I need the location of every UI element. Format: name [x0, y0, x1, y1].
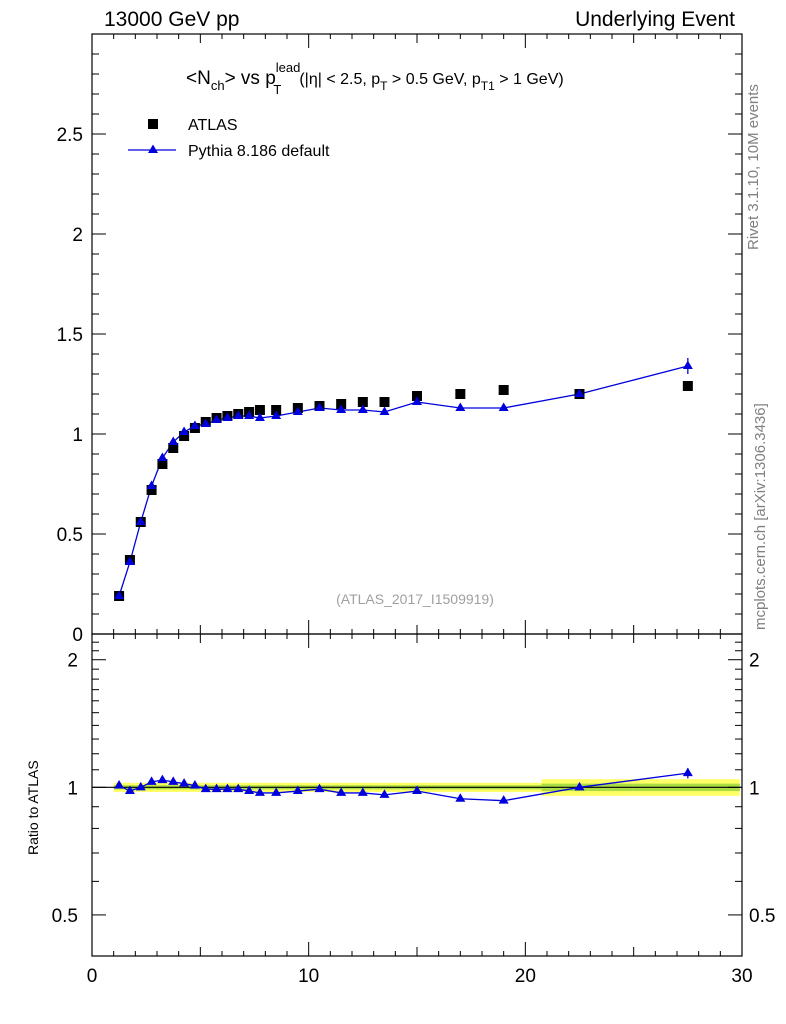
- ratio-y-tick-label: 1: [67, 778, 78, 799]
- ratio-y-tick-label-right: 2: [749, 651, 760, 672]
- pythia-point: [455, 402, 466, 411]
- legend-pythia-marker: [148, 144, 158, 153]
- ratio-point: [233, 783, 244, 793]
- legend-atlas-label: ATLAS: [188, 117, 238, 134]
- y-tick-label: 1.5: [57, 325, 83, 346]
- pythia-point: [498, 402, 509, 411]
- pythia-point: [357, 404, 368, 413]
- ratio-y-tick-label: 2: [67, 651, 78, 672]
- pythia-point: [254, 412, 265, 421]
- x-tick-label: 0: [87, 966, 98, 987]
- pythia-point: [379, 406, 390, 415]
- x-tick-label: 10: [298, 966, 319, 987]
- ratio-point: [114, 779, 125, 789]
- ratio-point: [168, 776, 179, 785]
- y-tick-label: 1: [72, 425, 83, 446]
- pythia-line: [118, 365, 688, 597]
- pythia-point: [157, 452, 168, 461]
- atlas-point: [498, 385, 509, 395]
- legend-pythia-label: Pythia 8.186 default: [188, 143, 330, 160]
- atlas-point: [179, 431, 190, 441]
- atlas-point: [146, 485, 157, 495]
- y-tick-label: 0.5: [57, 525, 83, 546]
- ratio-ylabel: Ratio to ATLAS: [25, 760, 41, 855]
- pythia-point: [124, 556, 135, 565]
- ratio-point: [157, 774, 168, 784]
- y-tick-label: 2: [72, 225, 83, 246]
- header-right: Underlying Event: [575, 8, 735, 31]
- pythia-point: [189, 420, 200, 429]
- legend: ATLAS Pythia 8.186 default: [128, 117, 330, 160]
- atlas-point: [682, 381, 693, 391]
- x-tick-label: 20: [515, 966, 536, 987]
- atlas-point: [157, 459, 168, 469]
- analysis-watermark: (ATLAS_2017_I1509919): [336, 591, 494, 607]
- ratio-point: [455, 793, 466, 802]
- main-title: <Nch> vs plead T(|η| < 2.5, pT > 0.5 GeV,…: [186, 60, 564, 97]
- pythia-point: [135, 516, 146, 525]
- ratio-point: [357, 787, 368, 796]
- ratio-point: [135, 781, 146, 791]
- ratio-point: [124, 785, 135, 795]
- x-tick-label: 30: [731, 966, 752, 987]
- ratio-point: [179, 778, 190, 787]
- ratio-point: [314, 783, 325, 793]
- pythia-point: [574, 388, 585, 397]
- atlas-point: [379, 397, 390, 407]
- legend-atlas-marker: [148, 119, 158, 129]
- pythia-point: [146, 480, 157, 489]
- ratio-y-tick-label: 0.5: [52, 906, 78, 927]
- pythia-point: [114, 590, 125, 599]
- atlas-point: [336, 399, 347, 409]
- ratio-point: [244, 785, 255, 795]
- pythia-point: [222, 412, 233, 421]
- atlas-point: [455, 389, 466, 399]
- ratio-y-tick-label-right: 0.5: [749, 906, 775, 927]
- pythia-point: [271, 410, 282, 419]
- header-left: 13000 GeV pp: [104, 8, 240, 31]
- ratio-point: [211, 783, 222, 793]
- pythia-point: [168, 436, 179, 445]
- axis-ticks: 0 10 20 30 0.5 1 1.5 2 2.5 0 0.5 0.5 1 1 2 2: [52, 34, 775, 987]
- ratio-point: [574, 781, 585, 791]
- atlas-point: [412, 391, 422, 401]
- ratio-point: [254, 787, 265, 796]
- ratio-point: [222, 783, 233, 793]
- ratio-point: [189, 779, 200, 789]
- pythia-point: [179, 426, 190, 435]
- ratio-point: [412, 785, 422, 795]
- pythia-point: [336, 404, 347, 413]
- y-tick-label: 2.5: [57, 125, 83, 146]
- ratio-point: [200, 783, 211, 793]
- pythia-point: [412, 396, 422, 405]
- ratio-point: [379, 789, 390, 798]
- pythia-point: [292, 406, 303, 415]
- y-tick-label-zero: 0: [72, 625, 83, 646]
- pythia-point: [244, 410, 255, 419]
- ratio-point: [271, 787, 282, 796]
- pythia-point: [233, 410, 244, 419]
- pythia-point: [211, 414, 222, 423]
- ratio-point: [336, 787, 347, 796]
- pythia-point: [200, 418, 211, 427]
- atlas-point: [271, 405, 282, 415]
- ratio-point: [146, 776, 157, 785]
- ratio-point: [498, 795, 509, 804]
- ratio-y-tick-label-right: 1: [749, 778, 760, 799]
- atlas-point: [254, 405, 265, 415]
- pythia-point: [314, 402, 325, 411]
- atlas-point: [168, 443, 179, 453]
- ratio-point: [292, 785, 303, 795]
- atlas-point: [357, 397, 368, 407]
